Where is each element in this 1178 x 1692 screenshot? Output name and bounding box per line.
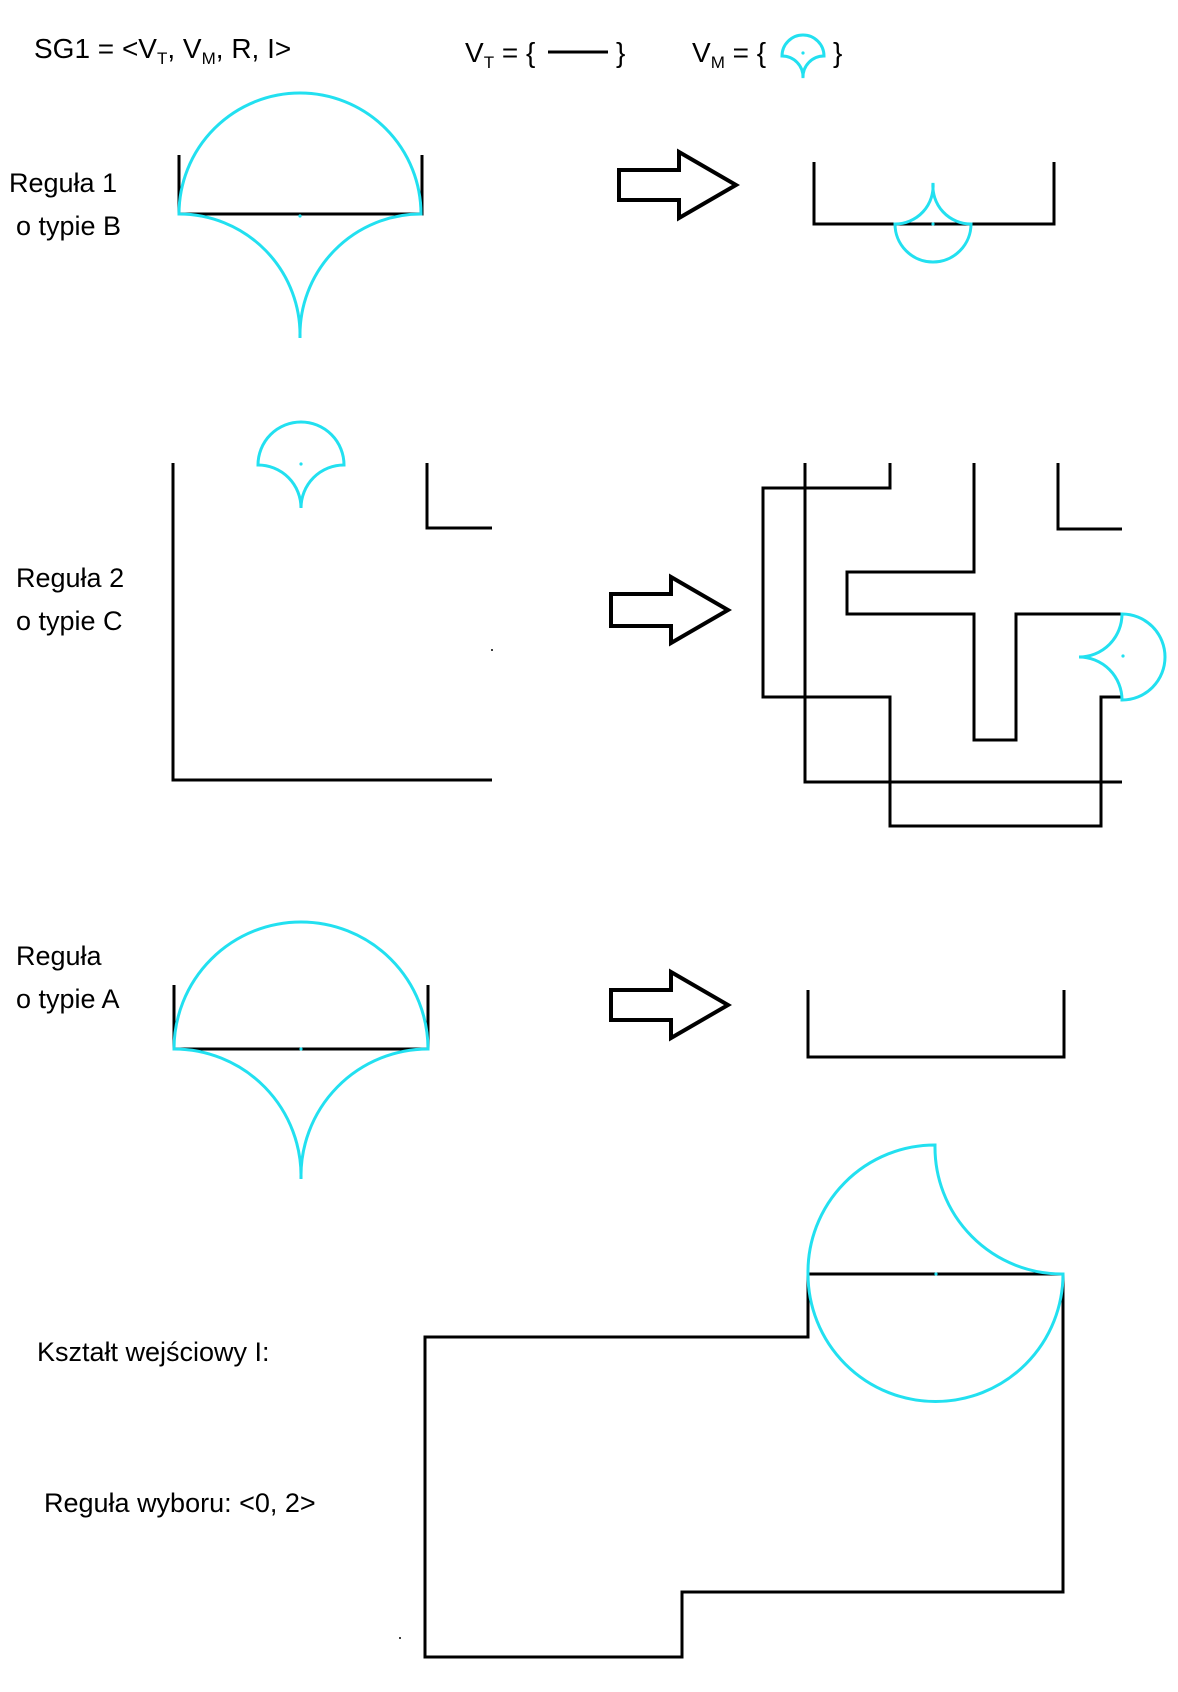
input-shape-label: Kształt wejściowy I: [37,1337,270,1367]
selection-rule-label: Reguła wyboru: <0, 2> [44,1488,316,1518]
rule-2-title: Reguła 2 [16,563,124,593]
marker-vocabulary-label: VM = { [692,37,766,72]
rule-2-right-shape [761,463,1167,828]
rule-1-left-shape [177,91,424,339]
terminal-vocabulary-label: VT = { [465,37,535,72]
rule-3-title: Reguła [16,941,103,971]
rule-1-type: o typie B [16,211,121,241]
rule-2-type: o typie C [16,606,123,636]
rule-2-left-shape [171,420,493,782]
rule-2-arrow [609,573,732,647]
rule-3-left-shape [172,920,430,1180]
rule-1-title: Reguła 1 [9,168,117,198]
rule-1-arrow [617,148,740,222]
rule-1-right-shape [812,162,1056,264]
terminal-vocabulary-close: } [616,37,625,68]
rule-3-type: o typie A [16,984,120,1014]
rule-3-arrow [609,968,732,1042]
grammar-definition: SG1 = <VT, VM, R, I> [34,33,291,68]
input-shape [399,1143,1065,1659]
marker-vocabulary-close: } [833,37,842,68]
marker-symbol-icon [780,33,826,79]
rule-3-right-shape [806,990,1066,1059]
